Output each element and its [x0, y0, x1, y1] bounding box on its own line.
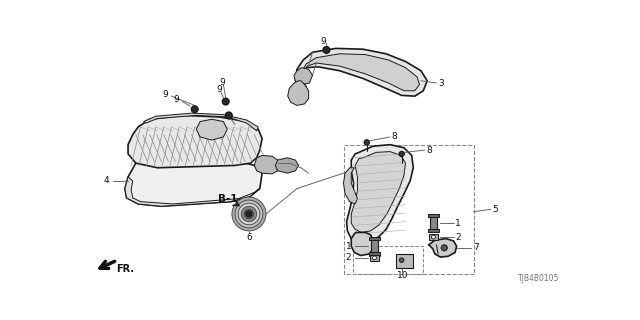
Circle shape	[232, 197, 266, 231]
Circle shape	[431, 235, 435, 239]
Text: 10: 10	[397, 271, 408, 280]
Text: 8: 8	[392, 132, 397, 141]
Polygon shape	[143, 113, 259, 131]
Text: 6: 6	[246, 233, 252, 242]
Bar	[371, 239, 378, 254]
Ellipse shape	[296, 70, 305, 84]
Bar	[370, 255, 379, 261]
Text: TJB4B0105: TJB4B0105	[518, 274, 559, 283]
Polygon shape	[351, 152, 406, 232]
Polygon shape	[254, 156, 280, 174]
Text: 1: 1	[346, 242, 351, 251]
Circle shape	[222, 98, 229, 105]
Text: 3: 3	[438, 78, 444, 88]
Bar	[353, 246, 422, 274]
Text: 9: 9	[216, 85, 222, 94]
Polygon shape	[347, 145, 413, 243]
Circle shape	[372, 256, 376, 260]
Text: 2: 2	[346, 253, 351, 262]
Text: 9: 9	[163, 90, 168, 99]
Polygon shape	[301, 54, 419, 91]
Bar	[429, 215, 437, 231]
Polygon shape	[288, 81, 308, 105]
Text: 9: 9	[321, 37, 326, 46]
Bar	[428, 229, 439, 232]
Bar	[344, 145, 474, 274]
Bar	[369, 237, 380, 240]
Text: 8: 8	[426, 146, 432, 155]
Polygon shape	[275, 158, 298, 173]
Circle shape	[241, 206, 257, 222]
Circle shape	[246, 211, 252, 217]
Circle shape	[399, 151, 404, 156]
Polygon shape	[128, 116, 262, 168]
Circle shape	[399, 258, 404, 262]
Bar	[429, 234, 438, 240]
Circle shape	[225, 112, 232, 119]
Polygon shape	[351, 232, 373, 256]
Polygon shape	[294, 68, 312, 84]
Circle shape	[364, 140, 369, 145]
Text: 1: 1	[455, 219, 461, 228]
Polygon shape	[125, 160, 262, 206]
Text: 4: 4	[104, 176, 109, 185]
Circle shape	[441, 245, 447, 251]
Polygon shape	[196, 119, 227, 140]
Circle shape	[191, 106, 198, 113]
Text: 2: 2	[455, 233, 461, 242]
Polygon shape	[125, 177, 260, 206]
Circle shape	[244, 209, 253, 219]
Text: FR.: FR.	[116, 264, 134, 275]
Circle shape	[235, 200, 263, 228]
Text: 7: 7	[473, 243, 479, 252]
Bar	[396, 254, 413, 268]
Text: B-1: B-1	[218, 194, 237, 204]
Circle shape	[238, 203, 260, 225]
Polygon shape	[296, 48, 428, 96]
Text: 9: 9	[173, 95, 179, 105]
Polygon shape	[344, 168, 358, 204]
Circle shape	[323, 46, 330, 53]
Polygon shape	[429, 239, 457, 257]
Bar	[369, 252, 380, 256]
Bar	[428, 214, 439, 217]
Text: 9: 9	[220, 78, 225, 87]
Text: 5: 5	[492, 205, 498, 214]
